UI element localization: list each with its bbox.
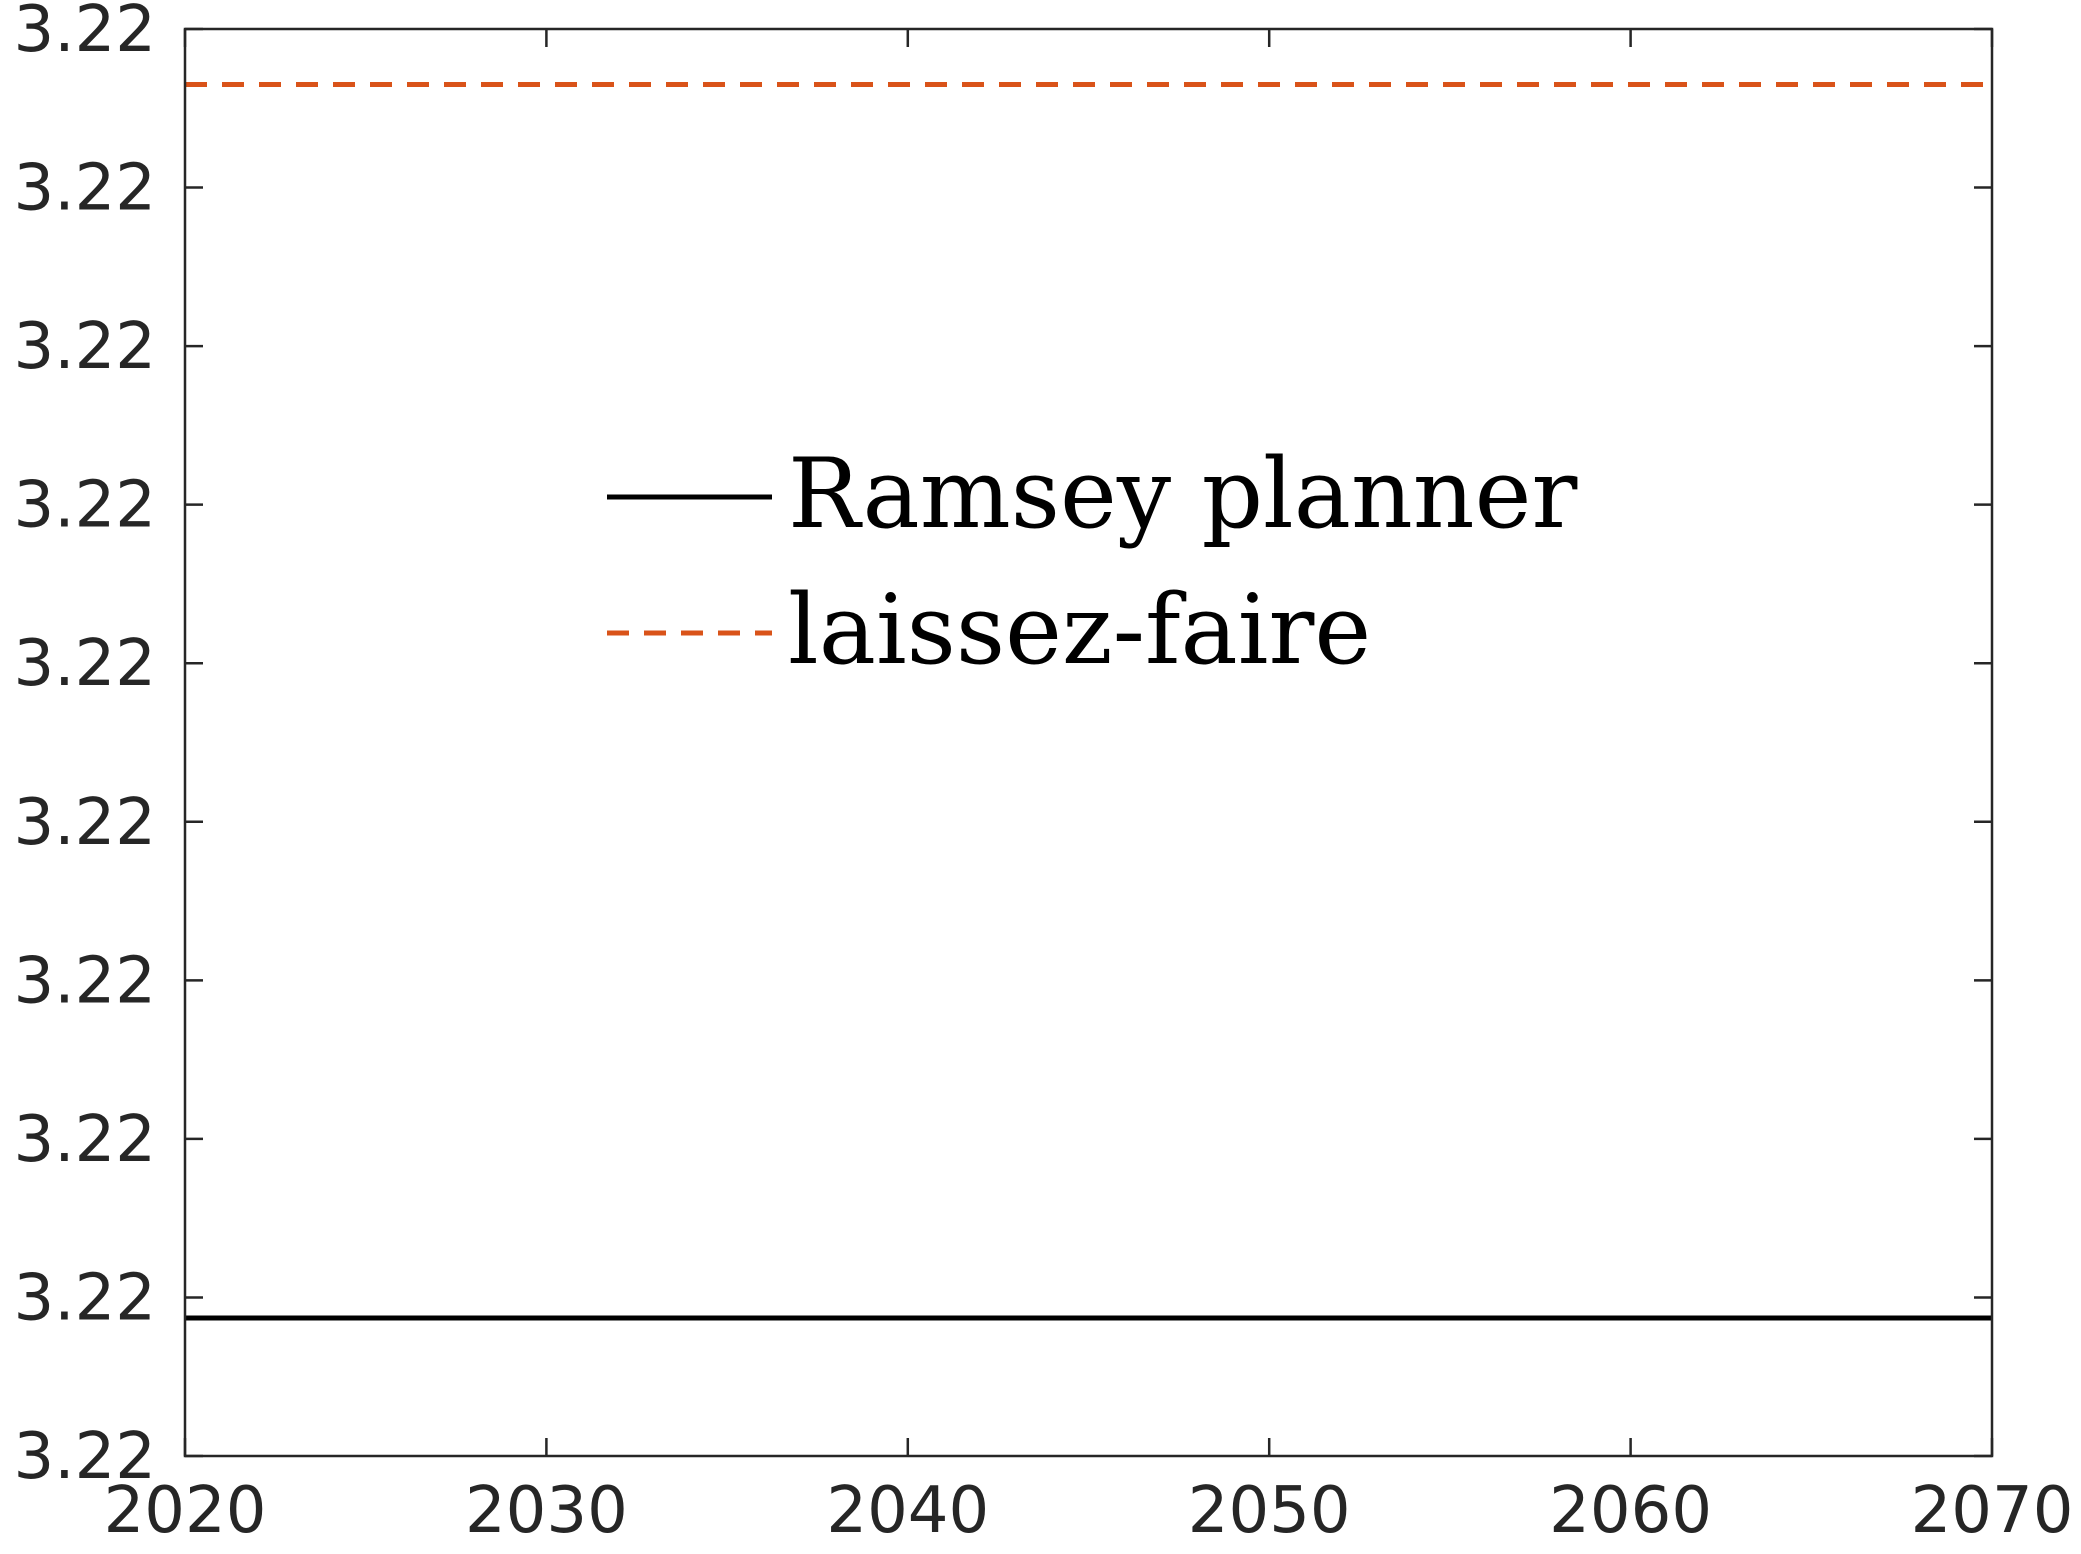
x-tick-label: 2030 — [465, 1474, 628, 1548]
x-tick-label: 2060 — [1549, 1474, 1712, 1548]
y-tick-label: 3.22 — [14, 944, 157, 1018]
y-tick-label: 3.22 — [14, 1420, 157, 1494]
y-tick-label: 3.22 — [14, 786, 157, 860]
x-tick-label: 2020 — [104, 1474, 267, 1548]
x-tick-label: 2040 — [826, 1474, 989, 1548]
x-tick-labels: 2020 2030 2040 2050 2060 2070 — [104, 1474, 2074, 1548]
axis-ticks — [183, 27, 1994, 1458]
y-tick-label: 3.22 — [14, 310, 157, 384]
legend-label-0: Ramsey planner — [788, 438, 1577, 550]
legend: Ramsey planner laissez-faire — [607, 438, 1577, 686]
plot-frame — [183, 27, 1994, 1458]
series-lines — [185, 81, 1992, 1321]
x-tick-label: 2050 — [1188, 1474, 1351, 1548]
y-tick-label: 3.22 — [14, 0, 157, 67]
x-tick-label: 2070 — [1911, 1474, 2074, 1548]
y-tick-label: 3.22 — [14, 627, 157, 701]
y-tick-label: 3.22 — [14, 152, 157, 226]
legend-label-1: laissez-faire — [788, 574, 1371, 686]
y-tick-label: 3.22 — [14, 469, 157, 543]
y-tick-label: 3.22 — [14, 1103, 157, 1177]
y-tick-labels: 3.22 3.22 3.22 3.22 3.22 3.22 3.22 3.22 3.22 3.22 — [14, 0, 157, 1494]
y-tick-label: 3.22 — [14, 1261, 157, 1335]
